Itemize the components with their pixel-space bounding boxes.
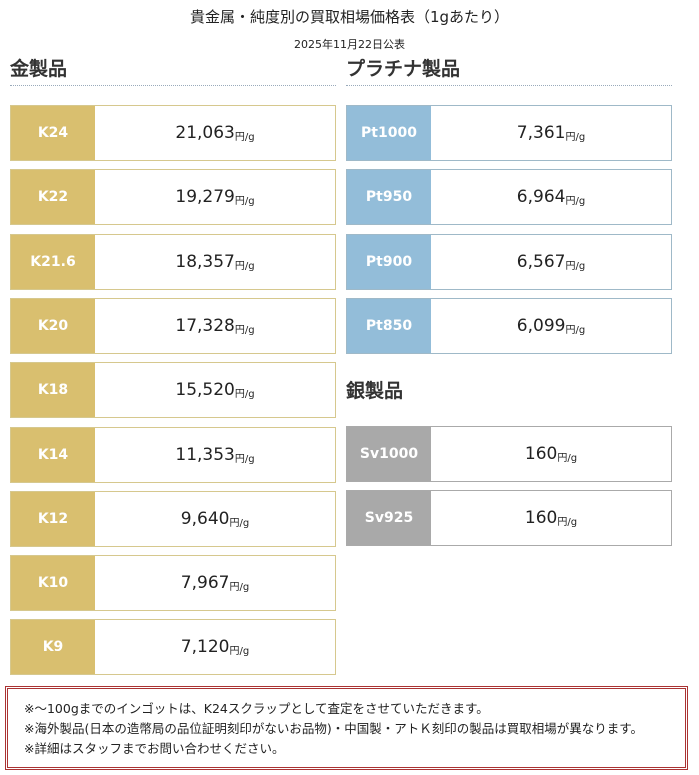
price-value: 6,099 円/g <box>431 299 671 353</box>
price-unit: 円/g <box>234 132 255 143</box>
page-title: 貴金属・純度別の買取相場価格表（1gあたり） <box>189 8 510 26</box>
gold-price-row: K18 15,520 円/g <box>10 362 336 419</box>
gold-price-row: K10 7,967 円/g <box>10 555 336 612</box>
price-unit: 円/g <box>229 517 250 529</box>
price-unit: 円/g <box>229 582 250 594</box>
price-unit: 円/g <box>565 132 586 143</box>
price-unit: 円/g <box>234 196 255 208</box>
price-number: 6,099 <box>516 315 566 336</box>
gold-heading: 金製品 <box>10 58 68 80</box>
purity-label: K10 <box>11 556 95 611</box>
gold-price-row: K22 19,279 円/g <box>10 169 336 226</box>
price-number: 7,120 <box>180 637 230 658</box>
price-number: 7,361 <box>516 123 566 143</box>
purity-label: K24 <box>11 106 95 160</box>
purity-label: Pt850 <box>347 298 431 353</box>
purity-label: Pt950 <box>347 170 431 225</box>
price-unit: 円/g <box>565 260 586 272</box>
silver-heading: 銀製品 <box>346 380 404 402</box>
notice-line: ※海外製品(日本の造幣局の品位証明刻印がないお品物)・中国製・アトＫ刻印の製品は… <box>24 721 643 736</box>
price-unit: 円/g <box>234 453 255 465</box>
price-unit: 円/g <box>234 260 255 272</box>
gold-price-row: K21.6 18,357 円/g <box>10 233 336 290</box>
gold-price-row: K9 7,120 円/g <box>10 619 336 676</box>
price-number: 160 <box>524 444 558 464</box>
price-number: 160 <box>524 508 558 529</box>
price-value: 7,361 円/g <box>431 106 671 160</box>
publish-date: 2025年11月22日公表 <box>294 38 405 51</box>
price-number: 17,328 <box>175 315 235 336</box>
price-value: 6,567 円/g <box>431 235 671 289</box>
purity-label: K21.6 <box>11 234 95 289</box>
price-unit: 円/g <box>229 646 250 658</box>
price-unit: 円/g <box>565 196 586 208</box>
purity-label: Pt900 <box>347 234 431 289</box>
price-number: 21,063 <box>175 123 235 143</box>
gold-price-row: K20 17,328 円/g <box>10 297 336 354</box>
price-number: 9,640 <box>180 508 230 529</box>
price-unit: 円/g <box>557 517 578 529</box>
price-value: 18,357 円/g <box>95 235 335 289</box>
price-value: 160 円/g <box>431 427 671 481</box>
notice-line: ※詳細はスタッフまでお問い合わせください。 <box>24 741 285 756</box>
price-number: 15,520 <box>175 380 235 401</box>
price-unit: 円/g <box>234 389 255 401</box>
price-value: 11,353 円/g <box>95 428 335 482</box>
purity-label: K20 <box>11 298 95 353</box>
gold-divider <box>10 85 336 86</box>
purity-label: K12 <box>11 491 95 546</box>
price-unit: 円/g <box>557 453 578 464</box>
price-unit: 円/g <box>234 324 255 336</box>
platinum-price-row: Pt850 6,099 円/g <box>346 297 672 354</box>
platinum-heading: プラチナ製品 <box>346 58 461 80</box>
platinum-price-row: Pt1000 7,361 円/g <box>346 105 672 161</box>
notice-line: ※～100gまでのインゴットは、K24スクラップとして査定をさせていただきます。 <box>24 701 489 716</box>
price-number: 7,967 <box>180 573 230 594</box>
price-number: 11,353 <box>175 444 235 465</box>
price-value: 7,967 円/g <box>95 556 335 610</box>
price-value: 7,120 円/g <box>95 620 335 674</box>
silver-price-row: Sv1000 160 円/g <box>346 426 672 482</box>
price-unit: 円/g <box>565 324 586 336</box>
price-value: 17,328 円/g <box>95 299 335 353</box>
gold-price-row: K14 11,353 円/g <box>10 426 336 483</box>
silver-price-row: Sv925 160 円/g <box>346 490 672 547</box>
price-value: 21,063 円/g <box>95 106 335 160</box>
platinum-price-row: Pt900 6,567 円/g <box>346 233 672 290</box>
gold-price-row: K12 9,640 円/g <box>10 490 336 547</box>
purity-label: Sv925 <box>347 491 431 546</box>
purity-label: K22 <box>11 170 95 225</box>
price-number: 6,567 <box>516 251 566 272</box>
price-number: 6,964 <box>516 187 566 208</box>
notice-box: ※～100gまでのインゴットは、K24スクラップとして査定をさせていただきます。… <box>5 686 688 770</box>
price-value: 9,640 円/g <box>95 492 335 546</box>
price-number: 18,357 <box>175 251 235 272</box>
price-number: 19,279 <box>175 187 235 208</box>
purity-label: K14 <box>11 427 95 482</box>
price-value: 15,520 円/g <box>95 363 335 417</box>
price-value: 6,964 円/g <box>431 170 671 224</box>
platinum-price-row: Pt950 6,964 円/g <box>346 169 672 226</box>
purity-label: K18 <box>11 363 95 418</box>
price-value: 19,279 円/g <box>95 170 335 224</box>
purity-label: Pt1000 <box>347 106 431 160</box>
gold-price-row: K24 21,063 円/g <box>10 105 336 161</box>
platinum-divider <box>346 85 672 86</box>
purity-label: K9 <box>11 620 95 675</box>
price-value: 160 円/g <box>431 491 671 545</box>
purity-label: Sv1000 <box>347 427 431 481</box>
